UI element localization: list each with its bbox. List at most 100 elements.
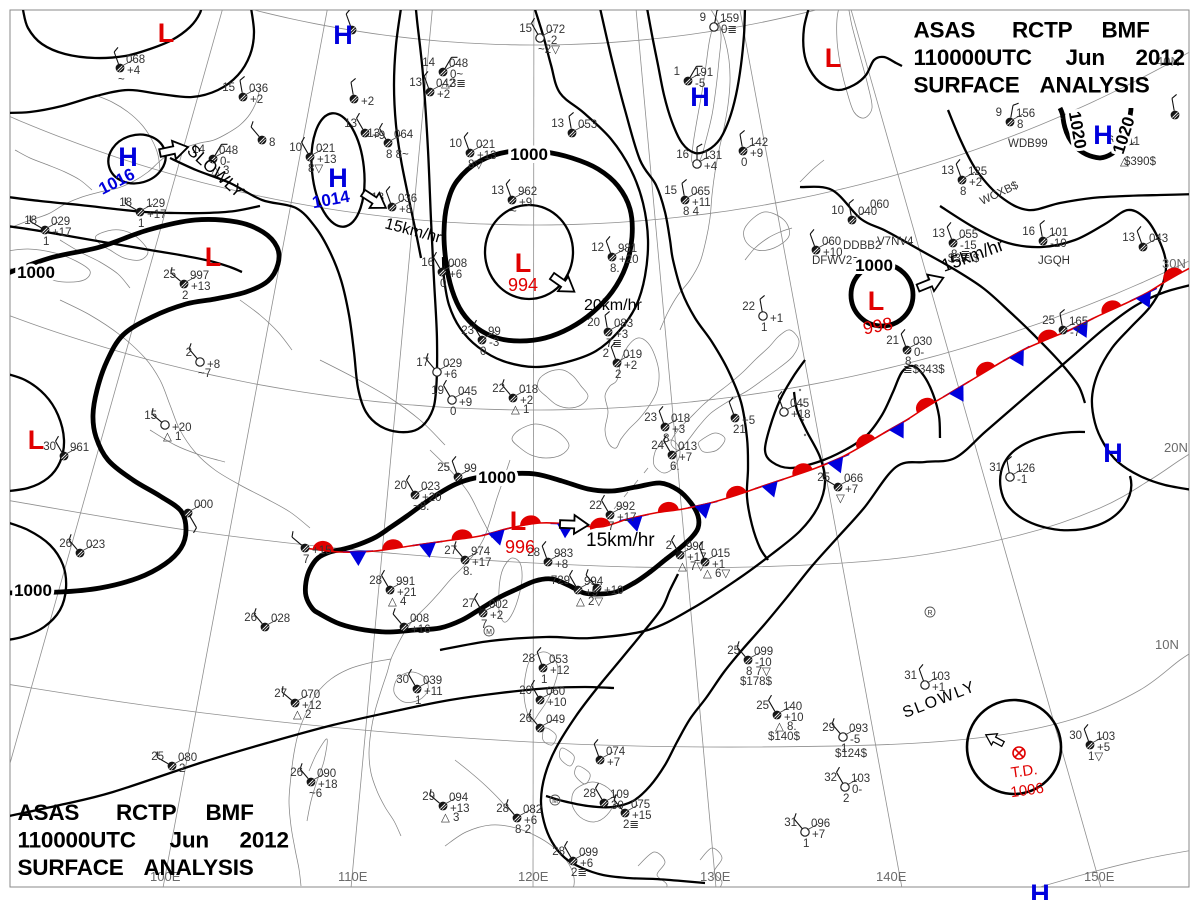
svg-text:+2: +2 [520, 395, 533, 407]
svg-text:28: 28 [496, 803, 509, 815]
svg-text:+7: +7 [607, 757, 620, 769]
svg-text:25: 25 [163, 269, 176, 281]
svg-text:1000: 1000 [478, 468, 516, 487]
svg-text:060: 060 [870, 199, 889, 211]
svg-text:+18: +18 [318, 779, 338, 791]
svg-text:055: 055 [959, 229, 978, 241]
svg-text:099: 099 [754, 646, 773, 658]
svg-text:+11: +11 [424, 686, 443, 698]
svg-text:+1: +1 [770, 313, 783, 325]
svg-text:068: 068 [126, 54, 145, 66]
svg-text:+18: +18 [791, 409, 811, 421]
svg-text:+15: +15 [312, 545, 332, 557]
svg-text:21: 21 [886, 335, 899, 347]
svg-text:+3: +3 [672, 424, 685, 436]
svg-text:R: R [927, 610, 932, 617]
svg-text:996: 996 [505, 537, 535, 557]
svg-text:14: 14 [422, 57, 435, 69]
svg-text:M: M [552, 798, 558, 805]
svg-text:28: 28 [369, 575, 382, 587]
svg-text:13: 13 [1122, 232, 1135, 244]
svg-text:ASAS: ASAS [914, 18, 976, 43]
svg-text:22: 22 [742, 301, 755, 313]
svg-text:+17: +17 [52, 227, 72, 239]
svg-text:20: 20 [587, 317, 600, 329]
svg-text:039: 039 [423, 675, 442, 687]
svg-text:25: 25 [817, 472, 830, 484]
svg-text:20N: 20N [1164, 440, 1188, 455]
svg-text:$124$: $124$ [835, 748, 868, 760]
svg-text:060: 060 [546, 686, 565, 698]
svg-text:0~: 0~ [450, 69, 463, 81]
svg-text:045: 045 [790, 398, 809, 410]
svg-text:983: 983 [554, 548, 573, 560]
svg-text:RCTP: RCTP [1012, 18, 1073, 43]
svg-text:19: 19 [431, 385, 444, 397]
svg-text:11: 11 [1128, 136, 1140, 148]
svg-text:31: 31 [904, 670, 917, 682]
svg-text:28: 28 [527, 547, 540, 559]
svg-text:+9: +9 [750, 148, 763, 160]
svg-text:14: 14 [192, 144, 205, 156]
svg-text:+7: +7 [845, 484, 858, 496]
svg-text:+9: +9 [459, 397, 472, 409]
svg-text:10: 10 [449, 138, 462, 150]
svg-text:045: 045 [458, 386, 477, 398]
svg-text:074: 074 [606, 746, 626, 758]
svg-text:31: 31 [989, 462, 1002, 474]
svg-text:125: 125 [968, 166, 987, 178]
svg-text:080: 080 [178, 752, 197, 764]
svg-text:+21: +21 [397, 587, 417, 599]
svg-text:20: 20 [519, 685, 532, 697]
svg-text:SURFACE: SURFACE [18, 855, 124, 880]
svg-text:10N: 10N [1155, 637, 1179, 652]
svg-text:9: 9 [700, 12, 706, 24]
svg-text:16: 16 [1022, 226, 1035, 238]
svg-text:25: 25 [756, 700, 769, 712]
svg-text:+10: +10 [784, 712, 804, 724]
svg-text:10: 10 [289, 142, 302, 154]
svg-text:159: 159 [720, 13, 739, 25]
svg-text:090: 090 [317, 768, 336, 780]
svg-text:28: 28 [552, 846, 565, 858]
svg-text:008: 008 [448, 258, 467, 270]
svg-text:100E: 100E [150, 869, 181, 884]
svg-text:18: 18 [24, 215, 37, 227]
svg-text:8 4: 8 4 [683, 206, 700, 218]
svg-text:+2: +2 [437, 89, 450, 101]
svg-text:002: 002 [489, 599, 508, 611]
svg-text:981: 981 [618, 243, 637, 255]
svg-text:13: 13 [932, 228, 945, 240]
svg-text:029: 029 [443, 358, 462, 370]
svg-text:053: 053 [549, 654, 568, 666]
svg-text:13: 13 [409, 77, 422, 89]
svg-text:23: 23 [644, 412, 657, 424]
svg-text:ASAS: ASAS [18, 800, 80, 825]
svg-text:2012: 2012 [240, 828, 289, 853]
svg-text:13: 13 [344, 118, 357, 130]
svg-text:28: 28 [583, 788, 596, 800]
svg-text:WDB99: WDB99 [1008, 138, 1048, 150]
svg-text:-10: -10 [1050, 238, 1067, 250]
svg-text:+9: +9 [372, 130, 385, 142]
svg-text:8: 8 [269, 137, 275, 149]
svg-text:040: 040 [858, 206, 877, 218]
svg-text:075: 075 [631, 799, 650, 811]
svg-text:25: 25 [151, 751, 164, 763]
svg-text:126: 126 [1016, 463, 1035, 475]
svg-text:0: 0 [480, 346, 486, 358]
svg-text:096: 096 [811, 818, 830, 830]
svg-text:+8: +8 [399, 204, 412, 216]
svg-text:021: 021 [476, 139, 495, 151]
svg-text:+4: +4 [704, 161, 718, 173]
svg-text:+5: +5 [742, 415, 755, 427]
svg-text:2: 2 [843, 793, 849, 805]
svg-text:066: 066 [844, 473, 863, 485]
svg-text:015: 015 [711, 548, 730, 560]
svg-text:+6: +6 [444, 369, 457, 381]
svg-text:RCTP: RCTP [116, 800, 177, 825]
svg-text:18: 18 [119, 197, 132, 209]
svg-text:25: 25 [727, 645, 740, 657]
svg-text:991: 991 [396, 576, 415, 588]
svg-text:28: 28 [522, 653, 535, 665]
